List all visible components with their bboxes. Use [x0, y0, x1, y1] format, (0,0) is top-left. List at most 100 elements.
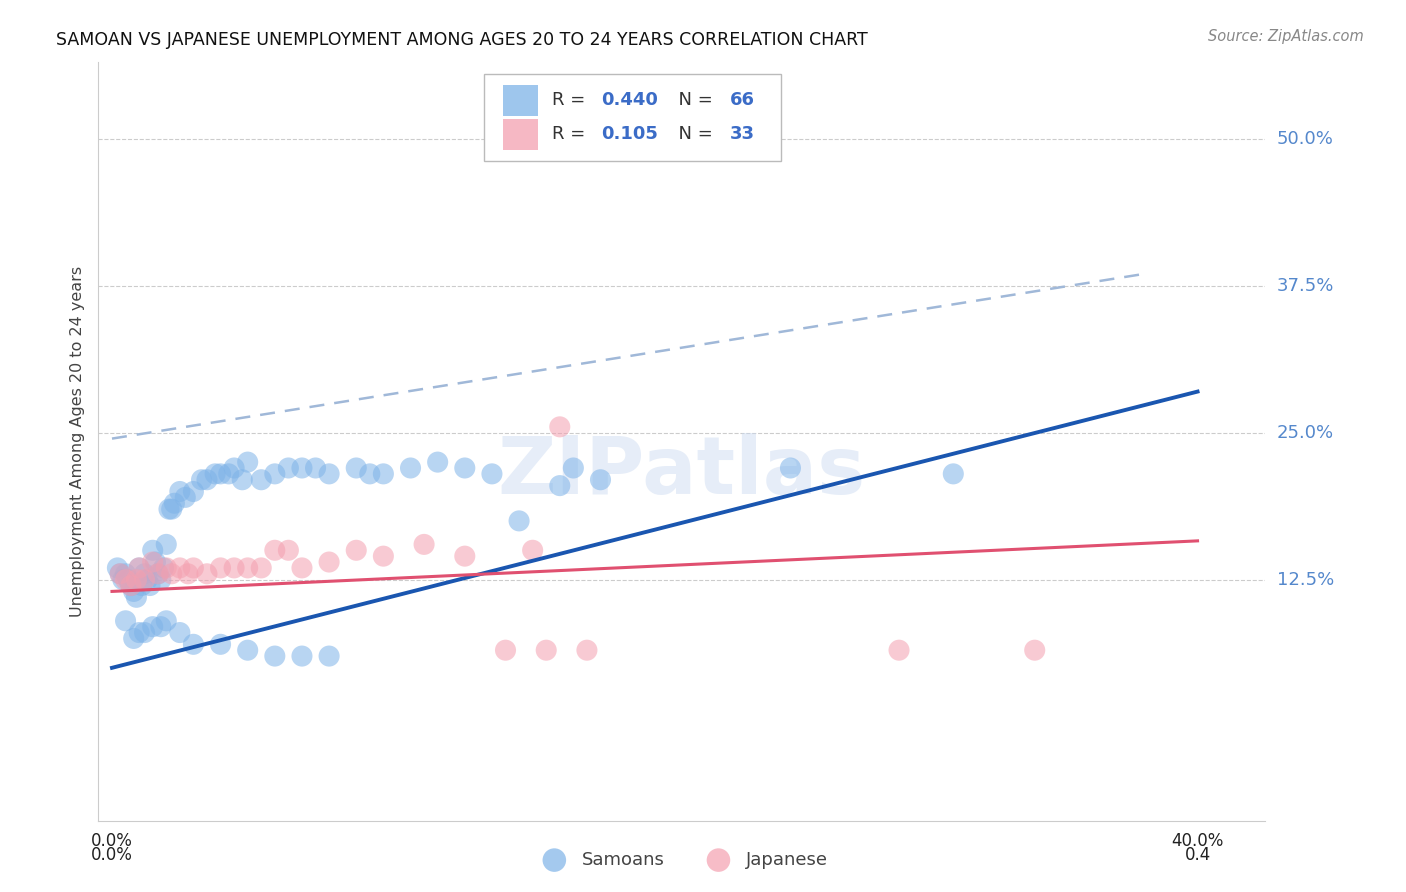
Point: [209, 637, 232, 651]
Point: [373, 467, 395, 481]
Point: [142, 555, 165, 569]
Point: [160, 502, 183, 516]
Point: [344, 543, 367, 558]
FancyBboxPatch shape: [484, 74, 782, 161]
Point: [139, 578, 162, 592]
Point: [125, 591, 148, 605]
Point: [224, 561, 246, 575]
Point: [209, 467, 232, 481]
Point: [373, 549, 395, 563]
Point: [128, 625, 150, 640]
Point: [157, 502, 180, 516]
Text: N =: N =: [666, 126, 718, 144]
Point: [114, 614, 136, 628]
Point: [134, 573, 156, 587]
Point: [218, 467, 240, 481]
Point: [426, 455, 449, 469]
Text: R =: R =: [553, 91, 592, 110]
Text: 0.0%: 0.0%: [91, 846, 134, 863]
Point: [277, 543, 299, 558]
Point: [236, 643, 259, 657]
Point: [236, 455, 259, 469]
Point: [145, 555, 167, 569]
FancyBboxPatch shape: [503, 120, 538, 150]
Point: [128, 561, 150, 575]
Point: [277, 461, 299, 475]
Text: 37.5%: 37.5%: [1277, 277, 1334, 294]
Point: [169, 484, 191, 499]
Point: [108, 566, 131, 581]
Point: [155, 614, 177, 628]
Point: [146, 566, 169, 581]
Text: 12.5%: 12.5%: [1277, 571, 1334, 589]
Point: [454, 549, 477, 563]
Text: 0.440: 0.440: [602, 91, 658, 110]
Point: [169, 625, 191, 640]
Point: [149, 573, 172, 587]
Point: [114, 573, 136, 587]
Point: [163, 496, 186, 510]
Point: [125, 573, 148, 587]
Point: [942, 467, 965, 481]
Point: [291, 461, 314, 475]
Point: [108, 566, 131, 581]
Point: [204, 467, 226, 481]
Point: [522, 543, 544, 558]
Point: [263, 543, 285, 558]
Point: [231, 473, 253, 487]
Point: [291, 561, 314, 575]
Point: [169, 561, 191, 575]
Point: [174, 491, 197, 505]
Point: [122, 632, 145, 646]
Y-axis label: Unemployment Among Ages 20 to 24 years: Unemployment Among Ages 20 to 24 years: [69, 266, 84, 617]
Point: [534, 643, 557, 657]
Point: [149, 620, 172, 634]
Text: N =: N =: [666, 91, 718, 110]
Text: 50.0%: 50.0%: [1277, 130, 1333, 148]
Text: 0.0%: 0.0%: [91, 832, 134, 850]
Point: [250, 473, 273, 487]
Point: [589, 473, 612, 487]
Point: [359, 467, 381, 481]
Point: [183, 561, 205, 575]
Point: [495, 643, 517, 657]
Point: [177, 566, 200, 581]
Point: [304, 461, 326, 475]
Point: [131, 578, 153, 592]
Point: [779, 461, 801, 475]
Point: [111, 573, 134, 587]
Point: [318, 467, 340, 481]
Point: [195, 566, 218, 581]
Point: [120, 578, 142, 592]
Text: 66: 66: [730, 91, 755, 110]
Point: [152, 561, 174, 575]
Text: 0.4: 0.4: [1184, 846, 1211, 863]
Point: [291, 649, 314, 664]
Text: 40.0%: 40.0%: [1171, 832, 1223, 850]
Point: [413, 537, 436, 551]
Text: 25.0%: 25.0%: [1277, 424, 1334, 442]
Point: [318, 555, 340, 569]
Point: [250, 561, 273, 575]
Point: [134, 625, 156, 640]
Point: [114, 566, 136, 581]
Point: [120, 578, 142, 592]
FancyBboxPatch shape: [503, 85, 538, 116]
Legend: Samoans, Japanese: Samoans, Japanese: [529, 844, 835, 876]
Point: [454, 461, 477, 475]
Point: [1024, 643, 1046, 657]
Point: [134, 566, 156, 581]
Text: 33: 33: [730, 126, 755, 144]
Point: [155, 537, 177, 551]
Point: [128, 561, 150, 575]
Point: [508, 514, 530, 528]
Point: [481, 467, 503, 481]
Point: [190, 473, 212, 487]
Text: 0.105: 0.105: [602, 126, 658, 144]
Point: [146, 566, 169, 581]
Point: [344, 461, 367, 475]
Text: SAMOAN VS JAPANESE UNEMPLOYMENT AMONG AGES 20 TO 24 YEARS CORRELATION CHART: SAMOAN VS JAPANESE UNEMPLOYMENT AMONG AG…: [56, 31, 868, 49]
Point: [236, 561, 259, 575]
Point: [887, 643, 910, 657]
Point: [548, 478, 571, 492]
